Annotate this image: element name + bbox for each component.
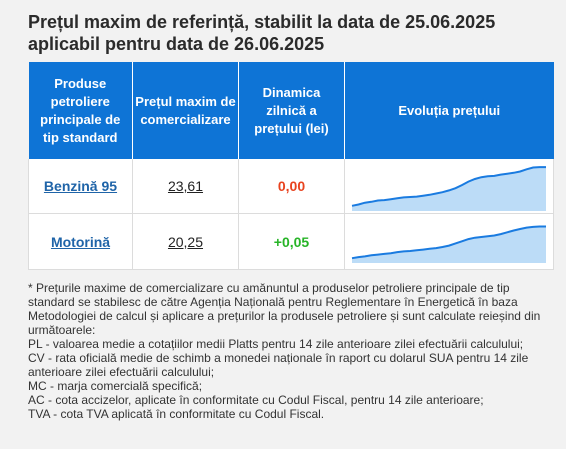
methodology-notes: * Prețurile maxime de comercializare cu … xyxy=(28,281,553,421)
page-title: Prețul maxim de referință, stabilit la d… xyxy=(28,11,558,55)
header-price-evolution: Evoluția prețului xyxy=(344,62,554,159)
product-link-benzina-95[interactable]: Benzină 95 xyxy=(43,178,118,194)
trend-cell xyxy=(344,213,554,270)
note-ac: AC - cota accizelor, aplicate în conform… xyxy=(28,393,484,407)
dynamic-cell: +0,05 xyxy=(238,213,345,270)
header-daily-dynamic: Dinamica zilnică a prețului (lei) xyxy=(238,62,345,159)
trend-cell xyxy=(344,159,554,214)
note-tva: TVA - cota TVA aplicată în conformitate … xyxy=(28,407,325,421)
table-header-row: Produse petroliere principale de tip sta… xyxy=(28,62,554,159)
title-line-1: Prețul maxim de referință, stabilit la d… xyxy=(28,12,496,32)
sparkline-line xyxy=(351,225,546,259)
product-link-motorina[interactable]: Motorină xyxy=(50,233,111,250)
note-pl: PL - valoarea medie a cotațiilor medii P… xyxy=(28,337,524,351)
product-cell: Motorină xyxy=(28,213,133,270)
sparkline-area xyxy=(352,167,546,211)
header-products: Produse petroliere principale de tip sta… xyxy=(28,62,133,159)
header-max-price: Prețul maxim de comercializare xyxy=(132,62,239,159)
daily-dynamic-value: +0,05 xyxy=(273,233,310,250)
price-trend-sparkline xyxy=(351,166,546,211)
price-trend-sparkline xyxy=(351,225,546,263)
sparkline-line xyxy=(351,166,546,207)
price-link[interactable]: 23,61 xyxy=(167,178,204,194)
note-cv: CV - rata oficială medie de schimb a mon… xyxy=(28,351,529,379)
price-cell: 23,61 xyxy=(132,159,239,214)
dynamic-cell: 0,00 xyxy=(238,159,345,214)
fuel-price-table: Produse petroliere principale de tip sta… xyxy=(28,62,554,270)
note-mc: MC - marja comercială specifică; xyxy=(28,379,203,393)
table-row: Benzină 95 23,61 0,00 xyxy=(28,159,554,214)
price-link[interactable]: 20,25 xyxy=(167,233,204,250)
note-intro: * Prețurile maxime de comercializare cu … xyxy=(28,281,541,337)
price-cell: 20,25 xyxy=(132,213,239,270)
product-cell: Benzină 95 xyxy=(28,159,133,214)
daily-dynamic-value: 0,00 xyxy=(277,178,306,194)
title-line-2: aplicabil pentru data de 26.06.2025 xyxy=(28,34,325,54)
table-row: Motorină 20,25 +0,05 xyxy=(28,213,554,270)
